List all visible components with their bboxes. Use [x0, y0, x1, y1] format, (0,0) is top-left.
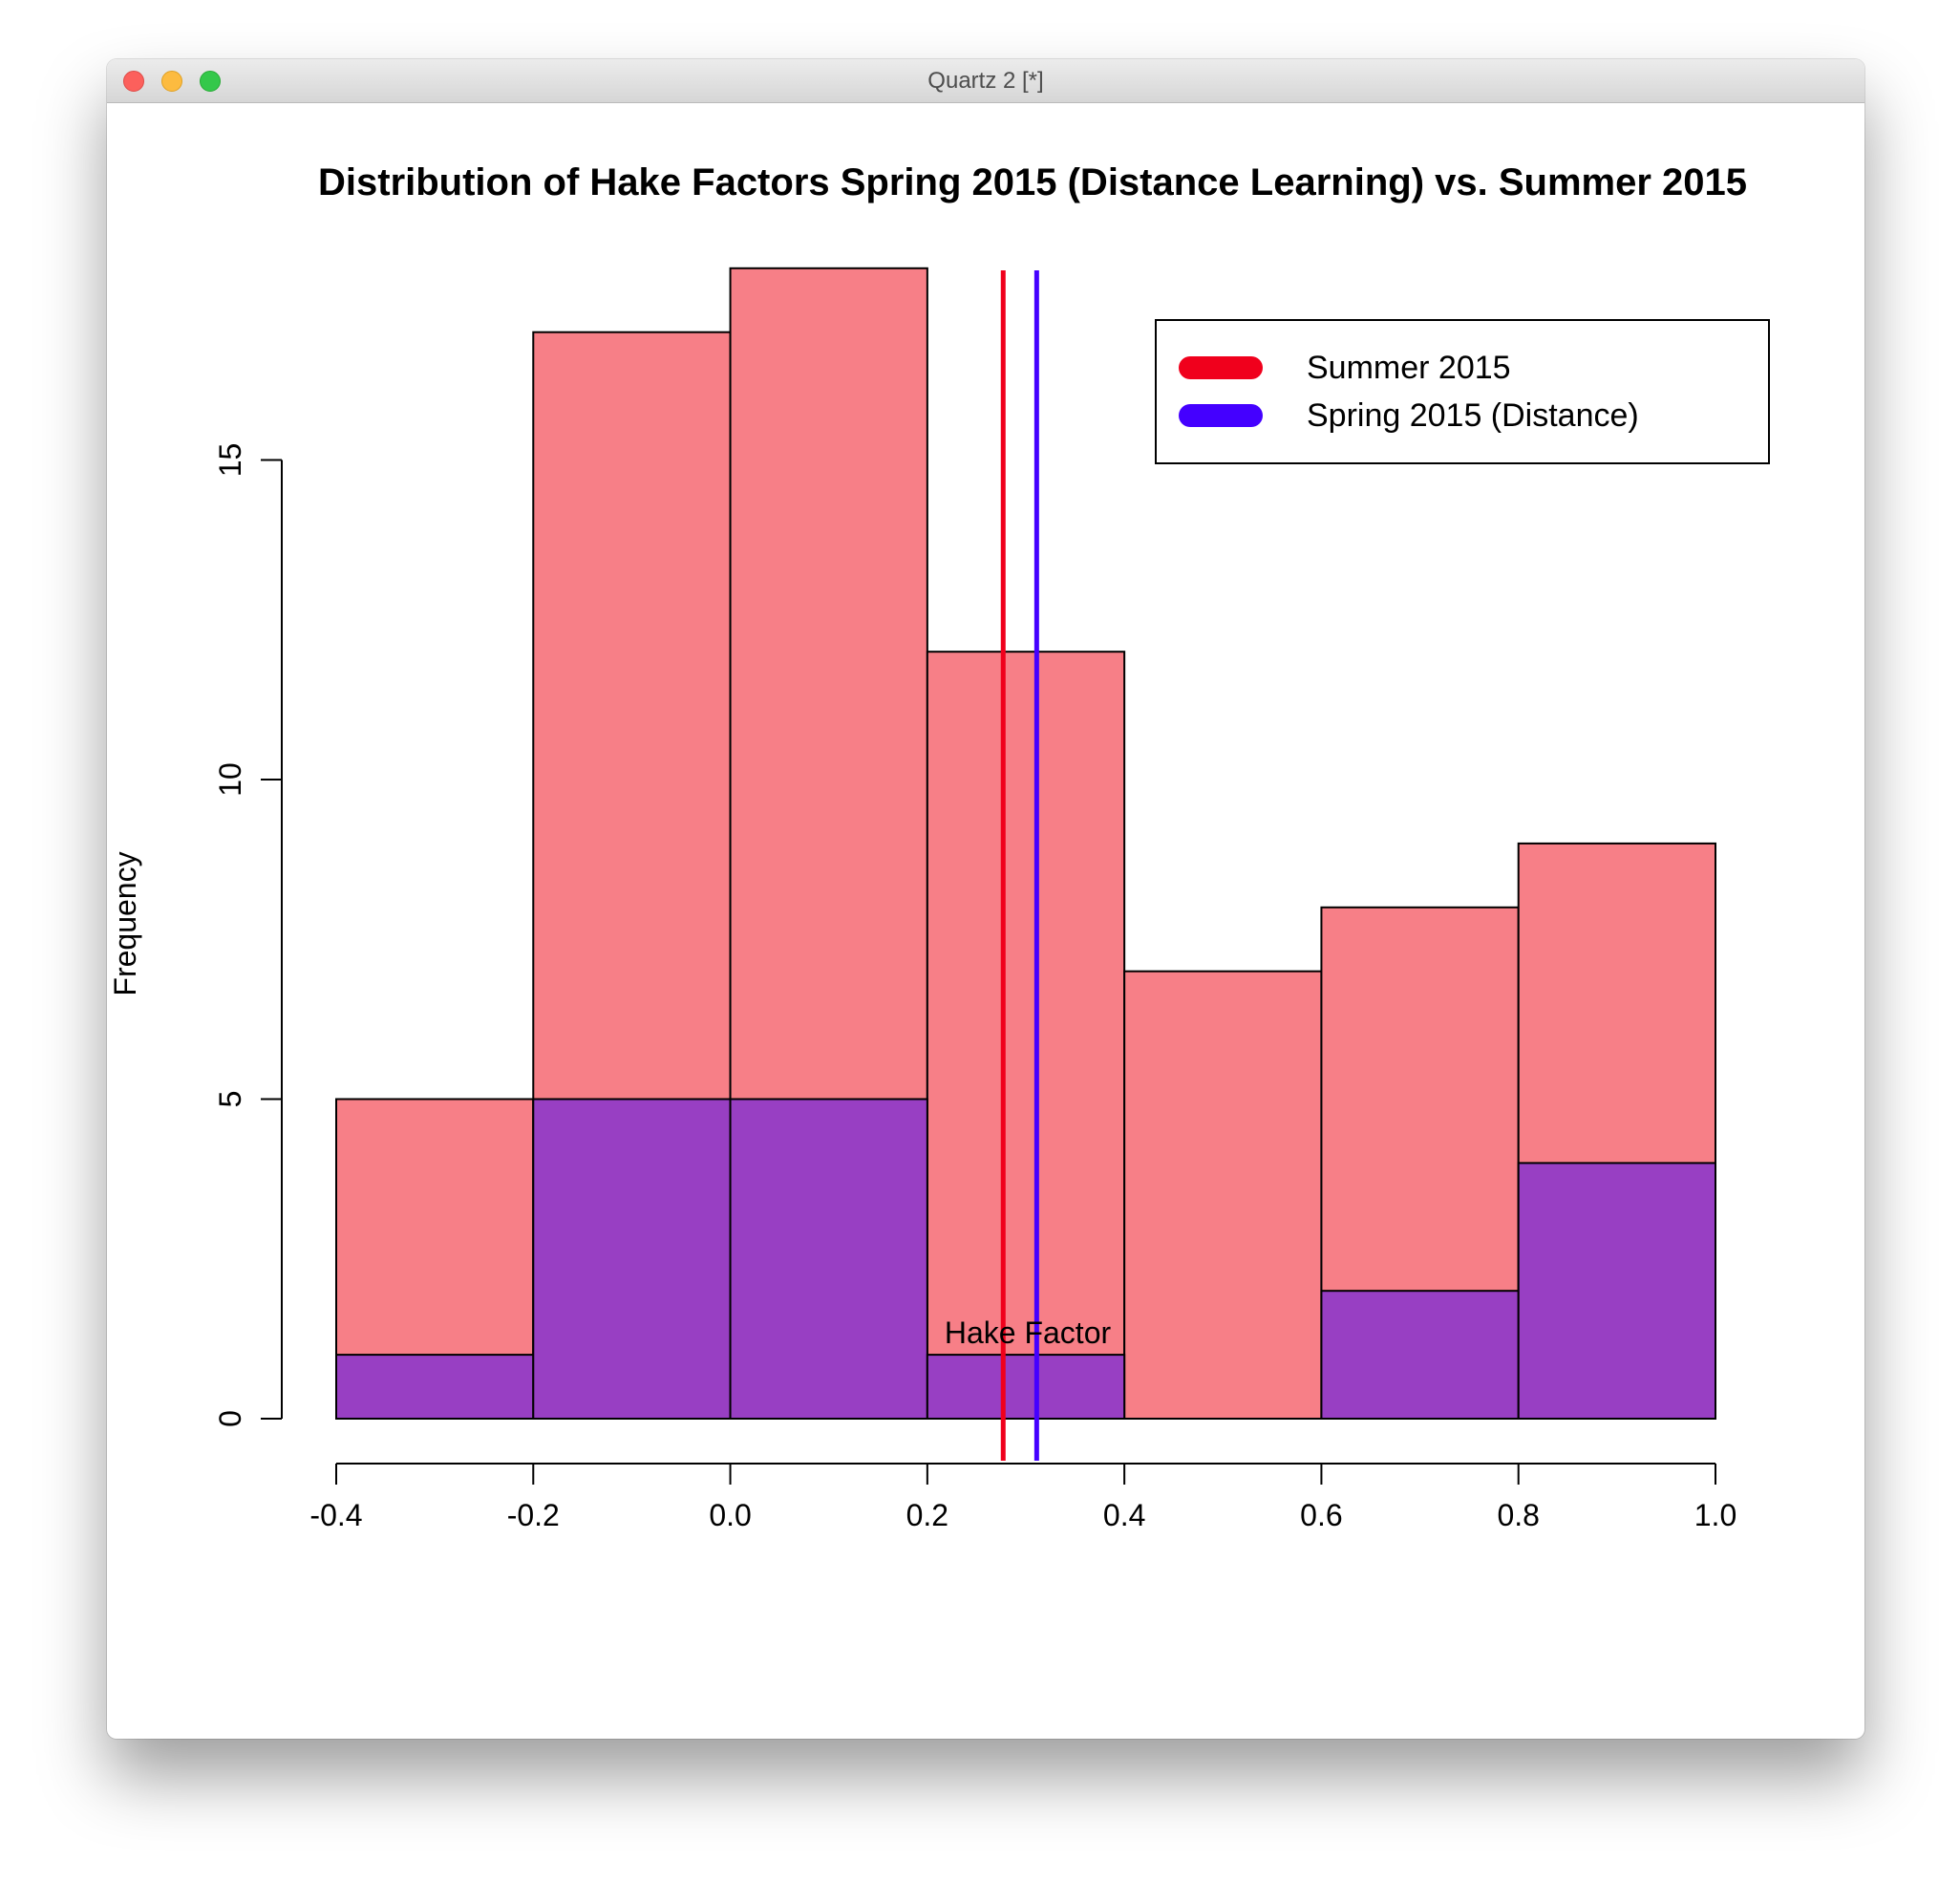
spring-bar-1 [532, 1098, 732, 1420]
chart-title: Distribution of Hake Factors Spring 2015… [318, 161, 1747, 203]
mean-lines [1000, 270, 1039, 1461]
x-axis-label: Hake Factor [945, 1315, 1112, 1350]
y-tick-label-3: 15 [213, 443, 247, 478]
window-title: Quartz 2 [*] [927, 68, 1044, 94]
x-tick-label-6: 0.8 [1497, 1498, 1539, 1532]
legend-label-1: Spring 2015 (Distance) [1307, 397, 1639, 434]
x-tick-label-4: 0.4 [1103, 1498, 1145, 1532]
x-tick-label-2: 0.0 [709, 1498, 751, 1532]
spring-bar-2 [729, 1098, 928, 1420]
x-tick-label-5: 0.6 [1300, 1498, 1342, 1532]
quartz-window: Quartz 2 [*] Distribution of Hake Factor… [107, 59, 1864, 1739]
spring-bars [335, 1098, 1716, 1421]
title-bar: Quartz 2 [*] [107, 59, 1864, 103]
histogram-chart: Distribution of Hake Factors Spring 2015… [108, 161, 1770, 1532]
y-axis-label: Frequency [108, 851, 142, 995]
minimize-window-button[interactable] [161, 71, 182, 92]
summer-bar-4 [1123, 970, 1323, 1420]
x-tick-label-3: 0.2 [906, 1498, 948, 1532]
legend-box [1155, 319, 1770, 464]
close-window-button[interactable] [123, 71, 144, 92]
spring-bar-3 [926, 1354, 1126, 1420]
x-axis: -0.4 -0.2 0.0 0.2 0.4 0.6 0.8 1.0 [309, 1463, 1736, 1532]
spring-bar-5 [1320, 1290, 1520, 1420]
y-axis: 0 5 10 15 [213, 443, 283, 1427]
x-tick-label-7: 1.0 [1694, 1498, 1736, 1532]
chart-legend: Summer 2015 Spring 2015 (Distance) [1155, 319, 1770, 464]
y-tick-label-0: 0 [213, 1410, 247, 1427]
y-tick-label-1: 5 [213, 1091, 247, 1108]
x-tick-label-0: -0.4 [309, 1498, 362, 1532]
legend-label-0: Summer 2015 [1307, 350, 1511, 386]
zoom-window-button[interactable] [200, 71, 221, 92]
summer-bar-3 [926, 651, 1126, 1420]
x-tick-label-1: -0.2 [507, 1498, 560, 1532]
spring-bar-6 [1517, 1162, 1716, 1421]
y-tick-label-2: 10 [213, 762, 247, 797]
spring-bar-0 [335, 1354, 535, 1420]
